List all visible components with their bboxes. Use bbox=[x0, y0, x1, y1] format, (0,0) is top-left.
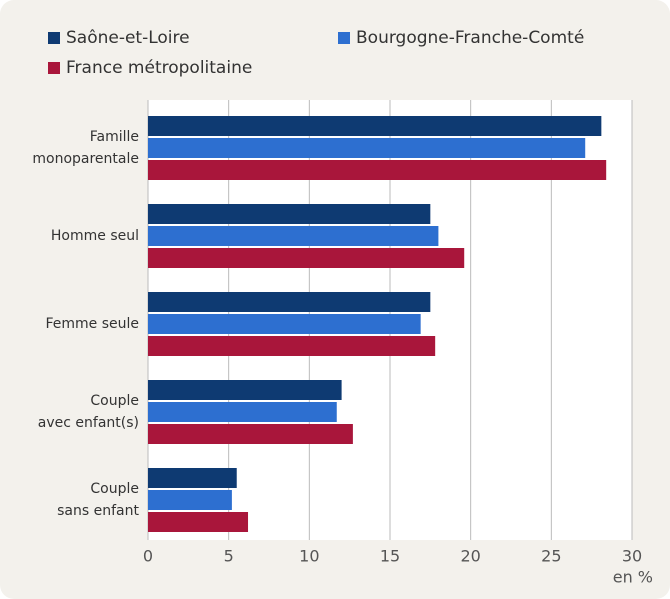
x-tick-label: 30 bbox=[622, 547, 642, 566]
y-tick-label: monoparentale bbox=[32, 151, 139, 167]
y-tick-label: Couple bbox=[90, 393, 139, 409]
legend-swatch bbox=[48, 62, 60, 74]
x-tick-label: 20 bbox=[460, 547, 480, 566]
bar bbox=[148, 490, 232, 510]
x-tick-label: 5 bbox=[224, 547, 234, 566]
bar bbox=[148, 424, 353, 444]
x-tick-label: 10 bbox=[299, 547, 319, 566]
bar bbox=[148, 512, 249, 532]
y-tick-label: Femme seule bbox=[45, 316, 139, 332]
legend-label: Bourgogne-Franche-Comté bbox=[356, 28, 584, 48]
x-tick-label: 15 bbox=[380, 547, 400, 566]
x-tick-label: 25 bbox=[541, 547, 561, 566]
y-tick-label: Couple bbox=[90, 481, 139, 497]
bar bbox=[148, 380, 342, 400]
legend-label: Saône-et-Loire bbox=[66, 28, 190, 48]
legend-swatch bbox=[48, 32, 60, 44]
x-axis-label: en % bbox=[613, 568, 653, 587]
x-tick-label: 0 bbox=[143, 547, 153, 566]
y-tick-label: avec enfant(s) bbox=[38, 415, 139, 431]
bar bbox=[148, 248, 465, 268]
bar bbox=[148, 204, 431, 224]
bar bbox=[148, 314, 421, 334]
bar bbox=[148, 402, 337, 422]
y-tick-label: Homme seul bbox=[51, 228, 139, 244]
bar bbox=[148, 138, 586, 158]
bar bbox=[148, 226, 439, 246]
y-tick-label: Famille bbox=[90, 129, 139, 145]
bar bbox=[148, 336, 436, 356]
bar bbox=[148, 116, 602, 136]
bar bbox=[148, 468, 237, 488]
bar bbox=[148, 292, 431, 312]
legend-label: France métropolitaine bbox=[66, 58, 252, 78]
legend-swatch bbox=[338, 32, 350, 44]
y-tick-label: sans enfant bbox=[57, 503, 139, 519]
bar bbox=[148, 160, 607, 180]
